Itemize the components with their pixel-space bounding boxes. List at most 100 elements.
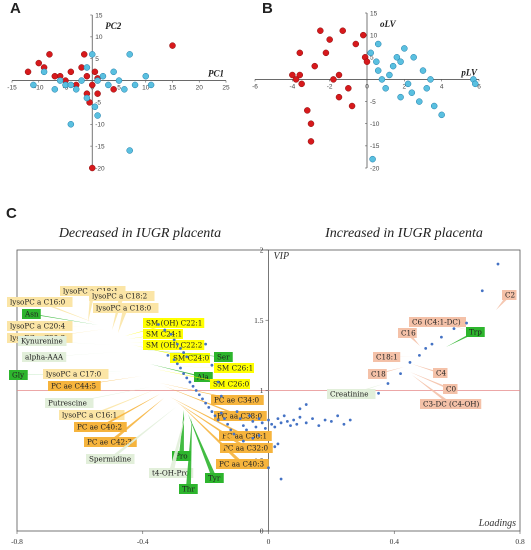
label-leader [118,308,129,333]
y-tick-label: -10 [370,121,380,128]
blue-point [67,81,75,89]
loading-point [304,421,308,425]
loading-point [251,436,255,440]
red-point [326,36,333,43]
red-point [24,68,32,76]
x-tick-label: -10 [34,85,44,92]
loading-point [342,422,346,426]
loading-point [219,411,223,415]
loading-point [273,425,277,429]
blue-point [367,49,374,57]
x-tick-label: 0 [365,83,369,90]
label-box [368,369,387,379]
red-point [345,85,352,92]
metabolite-label: alpha-AAA [25,353,64,362]
metabolite-label: SM (OH) C22:1 [146,319,202,328]
loading-point [323,418,327,422]
loading-point [317,424,321,428]
metabolite-label: C16 [401,329,416,338]
loading-point [251,420,255,423]
label-leader [188,414,217,478]
blue-point [94,77,101,84]
label-box [210,379,250,389]
metabolite-label: lysoPC a C16:1 [62,411,117,420]
blue-point [472,80,479,88]
red-point [335,93,343,101]
loading-point [245,428,248,432]
y-tick-label: 10 [95,34,103,41]
metabolite-label: C0 [446,385,456,394]
red-point [348,102,356,110]
label-box [89,291,155,301]
panel-letter: B [262,0,273,17]
loading-point [188,380,192,384]
loading-point [204,342,208,346]
blue-point [83,94,91,102]
blue-point [410,54,417,61]
label-box [22,352,67,362]
loading-point [399,372,402,376]
x-tick-label: -2 [327,83,333,90]
red-point [296,71,304,79]
loading-point [260,421,264,425]
red-point [339,27,346,34]
label-box [7,297,73,307]
blue-point [105,81,112,89]
loading-point [179,346,182,350]
label-box [48,381,101,391]
loading-point [377,391,380,395]
loading-point [430,342,434,346]
metabolite-label: SM (OH) C22:2 [146,341,202,350]
red-point [51,72,59,80]
loading-point [336,414,340,418]
label-box [149,468,194,478]
x-tick-label: 5 [117,85,121,92]
red-point [304,107,311,114]
label-leader [150,364,206,377]
red-point [322,49,330,57]
loading-point [295,422,299,426]
panel-letter: A [10,0,21,17]
metabolite-label: PC aa C38:0 [217,412,263,421]
panel-a: A-15-10-50510152025-20-15-10-551015PC1PC… [7,0,230,172]
loading-point [223,417,226,420]
red-point [292,76,300,83]
blue-point [147,81,155,89]
label-leader [410,372,453,389]
x-tick-label: 10 [142,85,150,92]
blue-point [374,40,382,48]
loading-point [263,427,267,430]
label-leader [89,390,154,415]
label-leader [175,401,249,448]
label-box [502,290,517,300]
loading-point [175,362,179,366]
loading-point [408,361,412,364]
loading-point [279,477,283,481]
metabolite-label: Gly [12,371,25,380]
label-box [433,368,448,378]
loading-point [248,414,252,418]
y-tick-label: -20 [370,165,380,172]
label-box [211,395,264,405]
loading-point [424,346,428,350]
loading-point [179,366,182,370]
x-tick-label: -0.8 [11,537,23,546]
y-axis-title: VIP [274,251,290,262]
loading-point [213,414,217,418]
loading-point [238,417,242,420]
blue-point [131,81,139,89]
blue-point [382,85,389,92]
loading-point [292,418,296,422]
metabolite-label: Tyr [208,474,221,483]
blue-point [121,86,128,93]
metabolite-label: SM C24:0 [173,354,210,363]
label-leader [180,404,245,464]
label-box [179,484,198,494]
loading-point [216,418,220,422]
metabolite-label: lysoPC a C18:2 [92,292,147,301]
loading-point [172,358,176,361]
red-point [89,81,96,89]
loading-point [440,335,443,339]
label-box [143,340,205,350]
y-tick-label: 10 [370,32,378,39]
